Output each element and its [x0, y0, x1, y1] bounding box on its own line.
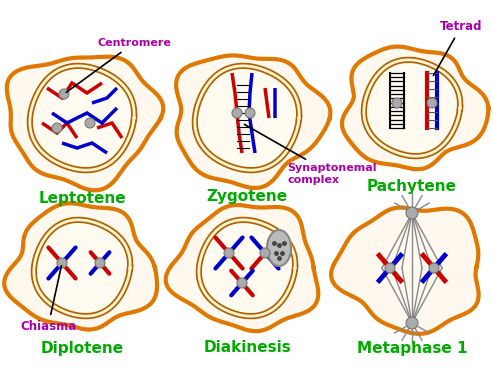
Circle shape — [237, 278, 247, 288]
Circle shape — [59, 89, 69, 99]
Circle shape — [392, 98, 402, 108]
Polygon shape — [7, 57, 163, 190]
Text: Zygotene: Zygotene — [206, 189, 288, 203]
Circle shape — [95, 258, 105, 268]
Circle shape — [385, 263, 395, 273]
Circle shape — [245, 108, 255, 118]
Circle shape — [406, 317, 418, 329]
Polygon shape — [165, 205, 318, 331]
Circle shape — [406, 207, 418, 219]
Circle shape — [85, 118, 95, 128]
Circle shape — [232, 108, 242, 118]
Text: Centromere: Centromere — [66, 38, 171, 92]
Polygon shape — [267, 230, 291, 266]
Text: Leptotene: Leptotene — [38, 191, 126, 206]
Polygon shape — [364, 60, 460, 156]
Circle shape — [52, 123, 62, 133]
Polygon shape — [4, 203, 157, 329]
Text: Chiasma: Chiasma — [20, 266, 76, 333]
Text: Diakinesis: Diakinesis — [203, 341, 291, 355]
Polygon shape — [195, 66, 299, 170]
Polygon shape — [34, 220, 130, 316]
Text: Synaptonemal
complex: Synaptonemal complex — [245, 125, 376, 185]
Polygon shape — [331, 208, 479, 334]
Text: Pachytene: Pachytene — [367, 178, 457, 194]
Text: Diplotene: Diplotene — [41, 341, 124, 355]
Circle shape — [429, 263, 439, 273]
Circle shape — [224, 248, 234, 258]
Text: Metaphase 1: Metaphase 1 — [357, 341, 467, 355]
Polygon shape — [342, 47, 489, 169]
Text: Tetrad: Tetrad — [433, 20, 483, 76]
Polygon shape — [176, 55, 330, 188]
Polygon shape — [199, 220, 295, 316]
Circle shape — [57, 258, 67, 268]
Circle shape — [260, 248, 270, 258]
Polygon shape — [30, 66, 134, 170]
Circle shape — [427, 98, 437, 108]
